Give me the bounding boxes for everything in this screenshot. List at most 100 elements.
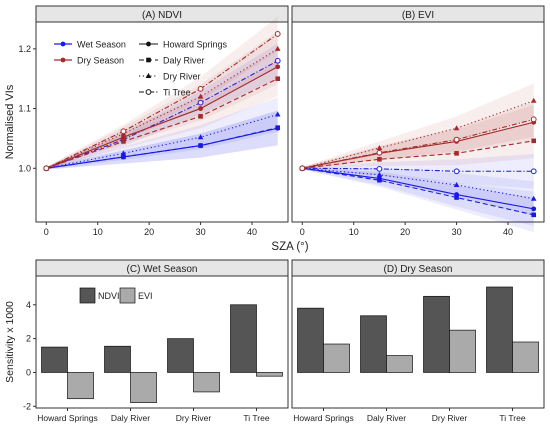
point-a-ndvi-wet-season-dry-river-2 — [197, 134, 204, 140]
bar-c-wet-season-evi-daly-river — [130, 372, 157, 403]
band-b-evi-wet-season-ti-tree — [302, 153, 534, 189]
bar-c-wet-season-ndvi-dry-river — [167, 338, 194, 373]
facet-title-ndvi: (A) NDVI — [142, 10, 182, 21]
x-tick-label-evi-20: 20 — [400, 227, 410, 237]
y-tick-label-bottom-2: 2 — [26, 334, 31, 344]
top-marks — [43, 16, 537, 233]
point-a-ndvi-dry-season-daly-river-2 — [198, 114, 203, 119]
legend-site-label-daly-river: Daly River — [163, 56, 205, 66]
point-a-ndvi-wet-season-daly-river-3 — [275, 125, 281, 130]
legend-site-marker-ti-tree — [145, 89, 152, 95]
line-b-evi-wet-season-daly-river — [302, 167, 534, 216]
point-b-evi-dry-season-ti-tree-3 — [530, 116, 537, 123]
band-a-ndvi-wet-season-daly-river — [46, 110, 278, 170]
top-axes: 0 10 20 30 40 0 10 20 30 40 1.0 1.1 1.2 — [18, 44, 513, 237]
y-axis-label-bottom: Sensitivity x 1000 — [4, 301, 16, 383]
bar-d-dry-season-evi-dry-river — [449, 329, 476, 373]
bar-d-dry-season-ndvi-dry-river — [423, 295, 450, 373]
point-b-evi-wet-season-howard-springs-3 — [531, 206, 537, 212]
bottom-marks — [41, 286, 539, 403]
category-label-d-dry-season-howard-springs: Howard Springs — [293, 413, 353, 423]
legend-label-evi: EVI — [138, 291, 153, 301]
category-label-c-wet-season-ti-tree: Ti Tree — [243, 413, 269, 423]
category-label-d-dry-season-daly-river: Daly River — [367, 413, 406, 423]
legend-site-marker-dry-river — [145, 73, 152, 78]
bar-c-wet-season-ndvi-howard-springs — [41, 346, 68, 373]
bar-c-wet-season-evi-ti-tree — [256, 372, 283, 377]
legend-top: Wet Season Dry Season Howard Springs Daly R… — [54, 40, 228, 98]
point-b-evi-wet-season-ti-tree-2 — [453, 168, 460, 175]
band-a-ndvi-dry-season-howard-springs — [46, 49, 278, 170]
point-a-ndvi-dry-season-howard-springs-2 — [198, 106, 203, 111]
point-b-evi-dry-season-daly-river-2 — [454, 151, 459, 156]
point-a-ndvi-wet-season-daly-river-2 — [198, 143, 203, 148]
category-label-d-dry-season-dry-river: Dry River — [432, 413, 468, 423]
bar-d-dry-season-evi-howard-springs — [323, 343, 350, 373]
band-b-evi-wet-season-dry-river — [302, 167, 534, 217]
band-b-evi-wet-season-howard-springs — [302, 167, 534, 227]
band-a-ndvi-wet-season-dry-river — [46, 97, 278, 170]
facet-title-dry: (D) Dry Season — [384, 264, 453, 275]
point-b-evi-dry-season-dry-river-3 — [530, 97, 537, 103]
y-tick-label-top-1: 1.1 — [18, 104, 31, 114]
y-tick-label-bottom-2: -2 — [23, 401, 31, 411]
y-tick-label-top-2: 1.2 — [18, 44, 31, 54]
band-a-ndvi-dry-season-dry-river — [46, 31, 278, 170]
y-axis-label-top: Normalised VIs — [4, 84, 16, 159]
line-a-ndvi-wet-season-ti-tree — [46, 60, 278, 169]
point-b-evi-dry-season-dry-river-1 — [376, 144, 383, 150]
line-b-evi-dry-season-howard-springs — [302, 121, 534, 169]
legend-swatch-evi — [119, 287, 136, 304]
line-a-ndvi-dry-season-dry-river — [46, 48, 279, 169]
category-label-c-wet-season-daly-river: Daly River — [111, 413, 150, 423]
point-a-ndvi-wet-season-ti-tree-2 — [197, 99, 204, 106]
line-b-evi-dry-season-daly-river — [302, 140, 534, 169]
point-b-evi-wet-season-daly-river-2 — [454, 195, 459, 200]
legend-season-label-wet-season: Wet Season — [77, 40, 126, 50]
band-b-evi-wet-season-daly-river — [302, 167, 534, 233]
band-a-ndvi-wet-season-ti-tree — [46, 43, 278, 170]
x-axis-label-top: SZA (°) — [271, 241, 308, 253]
bar-c-wet-season-ndvi-ti-tree — [230, 304, 257, 373]
point-b-evi-wet-season-ti-tree-3 — [530, 168, 537, 175]
point-a-ndvi-wet-season-dry-river-1 — [120, 150, 127, 156]
point-b-evi-dry-season-dry-river-2 — [453, 125, 460, 131]
point-b-evi-wet-season-dry-river-3 — [530, 195, 537, 201]
x-tick-label-ndvi-40: 40 — [247, 227, 257, 237]
line-b-evi-wet-season-ti-tree — [302, 167, 534, 172]
x-tick-label-ndvi-10: 10 — [93, 227, 103, 237]
legend-site-marker-daly-river — [146, 57, 151, 63]
x-tick-label-ndvi-0: 0 — [44, 227, 49, 237]
x-tick-label-ndvi-30: 30 — [196, 227, 206, 237]
bar-d-dry-season-ndvi-howard-springs — [297, 307, 324, 373]
band-b-evi-dry-season-howard-springs — [302, 104, 534, 170]
bar-d-dry-season-ndvi-ti-tree — [486, 286, 513, 373]
x-tick-label-evi-0: 0 — [300, 227, 305, 237]
legend-season-label-dry-season: Dry Season — [77, 56, 124, 66]
point-b-evi-wet-season-ti-tree-1 — [376, 165, 383, 172]
legend-season-marker-dry-season — [60, 57, 66, 63]
plot-area-evi — [291, 21, 545, 223]
point-b-evi-dry-season-ti-tree-1 — [376, 149, 383, 156]
point-b-evi-dry-season-ti-tree-0 — [299, 165, 306, 172]
line-b-evi-dry-season-ti-tree — [302, 118, 534, 169]
point-a-ndvi-dry-season-ti-tree-2 — [197, 85, 204, 92]
point-b-evi-wet-season-daly-river-1 — [377, 177, 382, 183]
point-a-ndvi-dry-season-daly-river-1 — [121, 139, 126, 144]
bar-d-dry-season-evi-ti-tree — [512, 341, 539, 373]
point-a-ndvi-dry-season-ti-tree-1 — [120, 128, 127, 135]
legend-season-marker-wet-season — [60, 41, 66, 47]
facet-title-evi: (B) EVI — [402, 10, 434, 21]
point-a-ndvi-wet-season-daly-river-1 — [121, 154, 126, 160]
line-a-ndvi-wet-season-dry-river — [46, 114, 278, 169]
y-tick-label-bottom-4: 4 — [26, 300, 31, 310]
bottom-panel: (C) Wet Season (D) Dry Season Howard Spr… — [4, 259, 545, 423]
line-b-evi-wet-season-howard-springs — [302, 167, 534, 210]
band-b-evi-dry-season-daly-river — [302, 123, 534, 170]
y-tick-label-bottom-0: 0 — [26, 367, 31, 377]
plot-area-ndvi — [35, 21, 289, 223]
legend-bottom: NDVI EVI — [79, 287, 153, 304]
point-a-ndvi-dry-season-howard-springs-3 — [275, 64, 281, 70]
point-a-ndvi-dry-season-ti-tree-0 — [43, 165, 50, 172]
x-tick-label-evi-40: 40 — [503, 227, 513, 237]
